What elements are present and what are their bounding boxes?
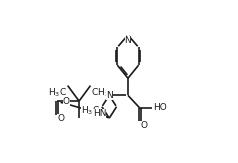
Text: H$_3$C: H$_3$C: [48, 86, 67, 99]
Text: O: O: [140, 121, 147, 130]
Text: O: O: [57, 114, 64, 123]
Text: HO: HO: [153, 103, 167, 112]
Text: O: O: [63, 96, 69, 106]
Text: HN: HN: [93, 109, 106, 118]
Text: H$_3$C: H$_3$C: [81, 105, 100, 117]
Text: N: N: [124, 36, 131, 45]
Text: CH$_3$: CH$_3$: [91, 86, 110, 99]
Text: N: N: [106, 91, 113, 100]
